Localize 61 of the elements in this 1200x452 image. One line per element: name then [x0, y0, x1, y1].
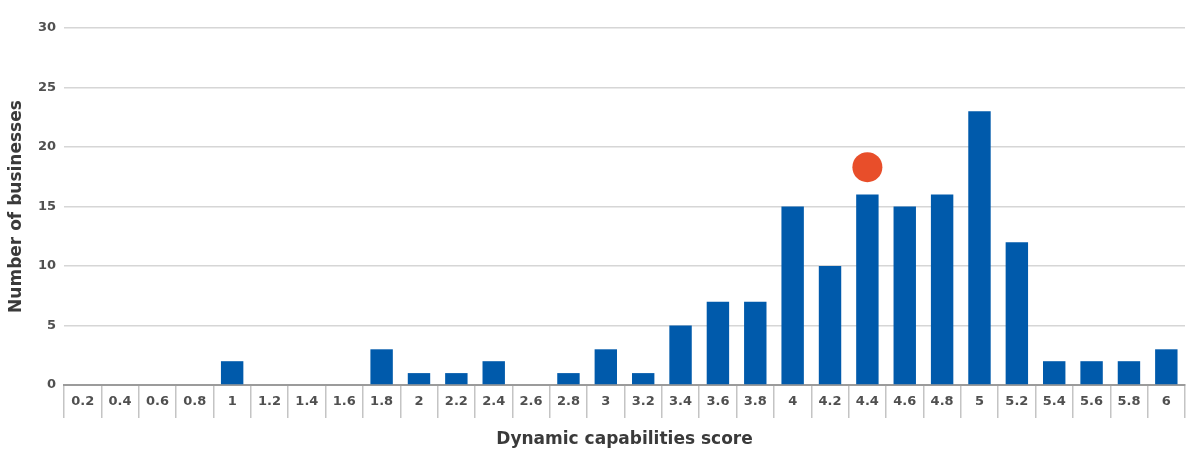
x-tick-label: 0.6 [145, 393, 169, 409]
x-tick-label: 1.4 [295, 393, 319, 409]
bar [968, 111, 991, 385]
x-tick-label: 4.2 [818, 393, 842, 409]
x-tick-label: 5.8 [1117, 393, 1141, 409]
x-tick-label: 1.2 [258, 393, 282, 409]
bar [594, 349, 618, 385]
x-tick-label: 5.4 [1042, 393, 1066, 409]
x-tick-label: 4 [788, 393, 798, 409]
x-tick-label: 2.4 [482, 393, 506, 409]
x-tick-label: 5.2 [1005, 393, 1029, 409]
x-tick-label: 5.6 [1080, 393, 1104, 409]
y-tick-label: 0 [46, 376, 56, 392]
x-axis-title: Dynamic capabilities score [496, 428, 753, 449]
y-tick-label: 25 [37, 78, 56, 94]
bar [930, 194, 954, 385]
bar [557, 373, 580, 385]
bar [1117, 361, 1141, 385]
x-tick-label: 3.6 [706, 393, 730, 409]
bar [220, 361, 244, 385]
x-tick-label: 5 [974, 393, 985, 409]
bar [1005, 242, 1029, 385]
x-tick-label: 3.8 [743, 393, 767, 409]
bar [893, 206, 916, 385]
x-tick-label: 1.8 [370, 393, 394, 409]
x-tick-label: 3.4 [669, 393, 693, 409]
bar [1043, 361, 1066, 385]
bar [706, 301, 730, 385]
bar [445, 373, 468, 385]
x-tick-label: 3 [601, 393, 611, 409]
y-tick-label: 30 [37, 19, 56, 35]
bar [856, 194, 879, 385]
x-tick-label: 4.8 [930, 393, 954, 409]
x-tick-label: 2.8 [556, 393, 580, 409]
bar [407, 373, 431, 385]
bar [1080, 361, 1103, 385]
bar [1155, 349, 1178, 385]
x-tick-label: 4.6 [893, 393, 917, 409]
bar [781, 206, 804, 385]
bar [818, 266, 842, 385]
bar [370, 349, 393, 385]
bar [744, 301, 767, 385]
y-tick-label: 5 [46, 316, 56, 332]
y-tick-label: 10 [37, 257, 56, 273]
y-axis-title: Number of businesses [4, 100, 25, 313]
x-tick-label: 4.4 [855, 393, 879, 409]
x-tick-label: 0.8 [183, 393, 207, 409]
bar [631, 373, 655, 385]
bar [482, 361, 505, 385]
y-tick-label: 15 [37, 197, 56, 213]
x-tick-label: 0.4 [108, 393, 132, 409]
x-tick-label: 2.6 [519, 393, 543, 409]
x-tick-label: 2 [414, 393, 424, 409]
x-tick-label: 1 [227, 393, 237, 409]
bar [669, 325, 692, 385]
x-tick-label: 3.2 [631, 393, 655, 409]
x-tick-label: 6 [1161, 393, 1171, 409]
y-tick-label: 20 [37, 138, 56, 154]
x-tick-label: 2.2 [444, 393, 468, 409]
x-tick-label: 1.6 [332, 393, 356, 409]
x-tick-label: 0.2 [71, 393, 95, 409]
